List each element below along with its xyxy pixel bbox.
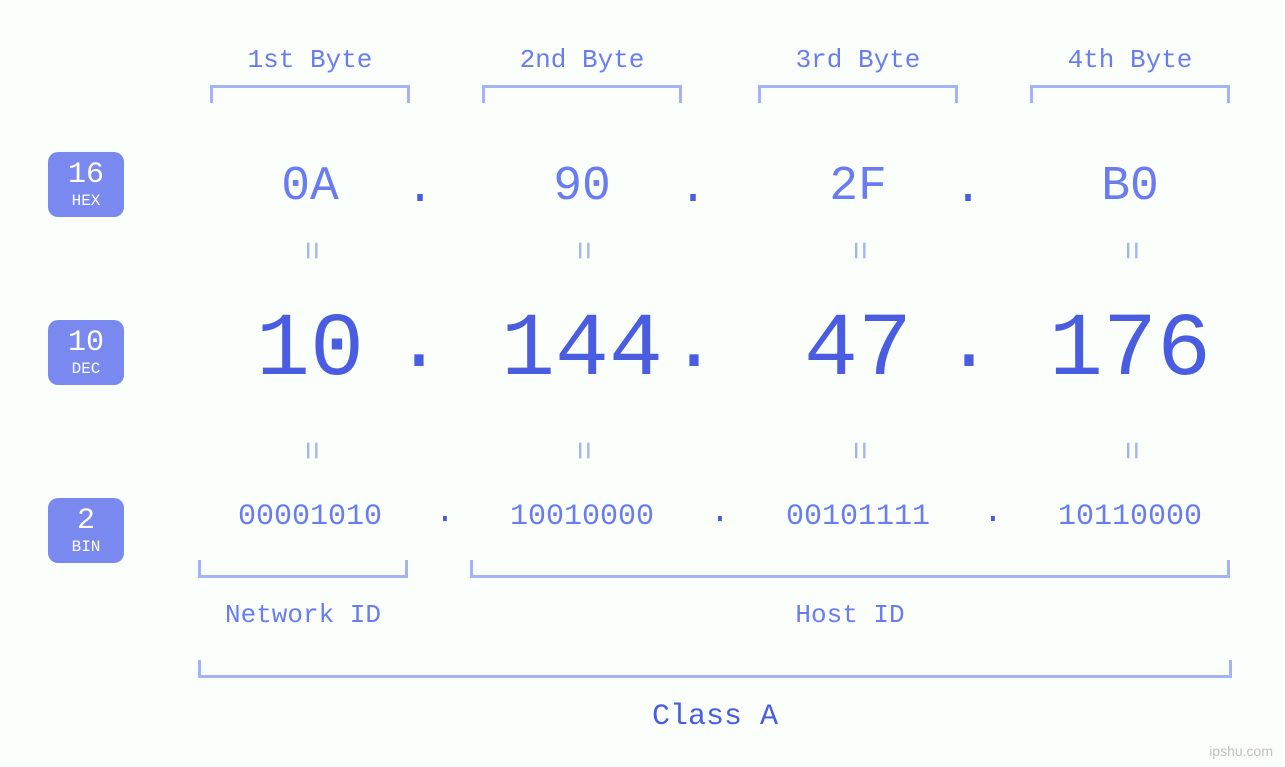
watermark: ipshu.com <box>1209 743 1273 759</box>
base-badge-bin: 2 BIN <box>48 498 124 563</box>
byte-header-3: 3rd Byte <box>758 45 958 75</box>
eq-dec-bin-3: = <box>840 431 877 471</box>
dec-dot-3: . <box>945 300 975 391</box>
base-badge-hex-num: 16 <box>48 160 124 190</box>
bracket-class <box>198 660 1232 678</box>
label-host-id: Host ID <box>470 600 1230 630</box>
bracket-host-id <box>470 560 1230 578</box>
bin-byte-3: 00101111 <box>728 500 988 534</box>
base-badge-bin-txt: BIN <box>48 538 124 557</box>
hex-dot-1: . <box>405 162 435 216</box>
bracket-network-id <box>198 560 408 578</box>
eq-hex-dec-3: = <box>840 231 877 271</box>
base-badge-dec: 10 DEC <box>48 320 124 385</box>
dec-dot-2: . <box>670 300 700 391</box>
top-bracket-3 <box>758 85 958 103</box>
eq-hex-dec-4: = <box>1112 231 1149 271</box>
hex-dot-3: . <box>953 162 983 216</box>
bin-byte-2: 10010000 <box>452 500 712 534</box>
eq-dec-bin-4: = <box>1112 431 1149 471</box>
byte-header-2: 2nd Byte <box>482 45 682 75</box>
hex-byte-3: 2F <box>758 160 958 214</box>
hex-byte-2: 90 <box>482 160 682 214</box>
ip-diagram: 1st Byte 2nd Byte 3rd Byte 4th Byte 16 H… <box>0 0 1285 767</box>
base-badge-dec-txt: DEC <box>48 360 124 379</box>
top-bracket-4 <box>1030 85 1230 103</box>
eq-dec-bin-2: = <box>564 431 601 471</box>
dec-byte-4: 176 <box>1000 300 1260 402</box>
top-bracket-1 <box>210 85 410 103</box>
dec-dot-1: . <box>395 300 425 391</box>
byte-header-4: 4th Byte <box>1030 45 1230 75</box>
base-badge-bin-num: 2 <box>48 506 124 536</box>
eq-hex-dec-1: = <box>292 231 329 271</box>
base-badge-hex-txt: HEX <box>48 192 124 211</box>
hex-dot-2: . <box>678 162 708 216</box>
eq-dec-bin-1: = <box>292 431 329 471</box>
base-badge-dec-num: 10 <box>48 328 124 358</box>
eq-hex-dec-2: = <box>564 231 601 271</box>
bin-byte-1: 00001010 <box>180 500 440 534</box>
label-network-id: Network ID <box>198 600 408 630</box>
top-bracket-2 <box>482 85 682 103</box>
label-class: Class A <box>198 700 1232 734</box>
base-badge-hex: 16 HEX <box>48 152 124 217</box>
bin-byte-4: 10110000 <box>1000 500 1260 534</box>
hex-byte-1: 0A <box>210 160 410 214</box>
hex-byte-4: B0 <box>1030 160 1230 214</box>
byte-header-1: 1st Byte <box>210 45 410 75</box>
